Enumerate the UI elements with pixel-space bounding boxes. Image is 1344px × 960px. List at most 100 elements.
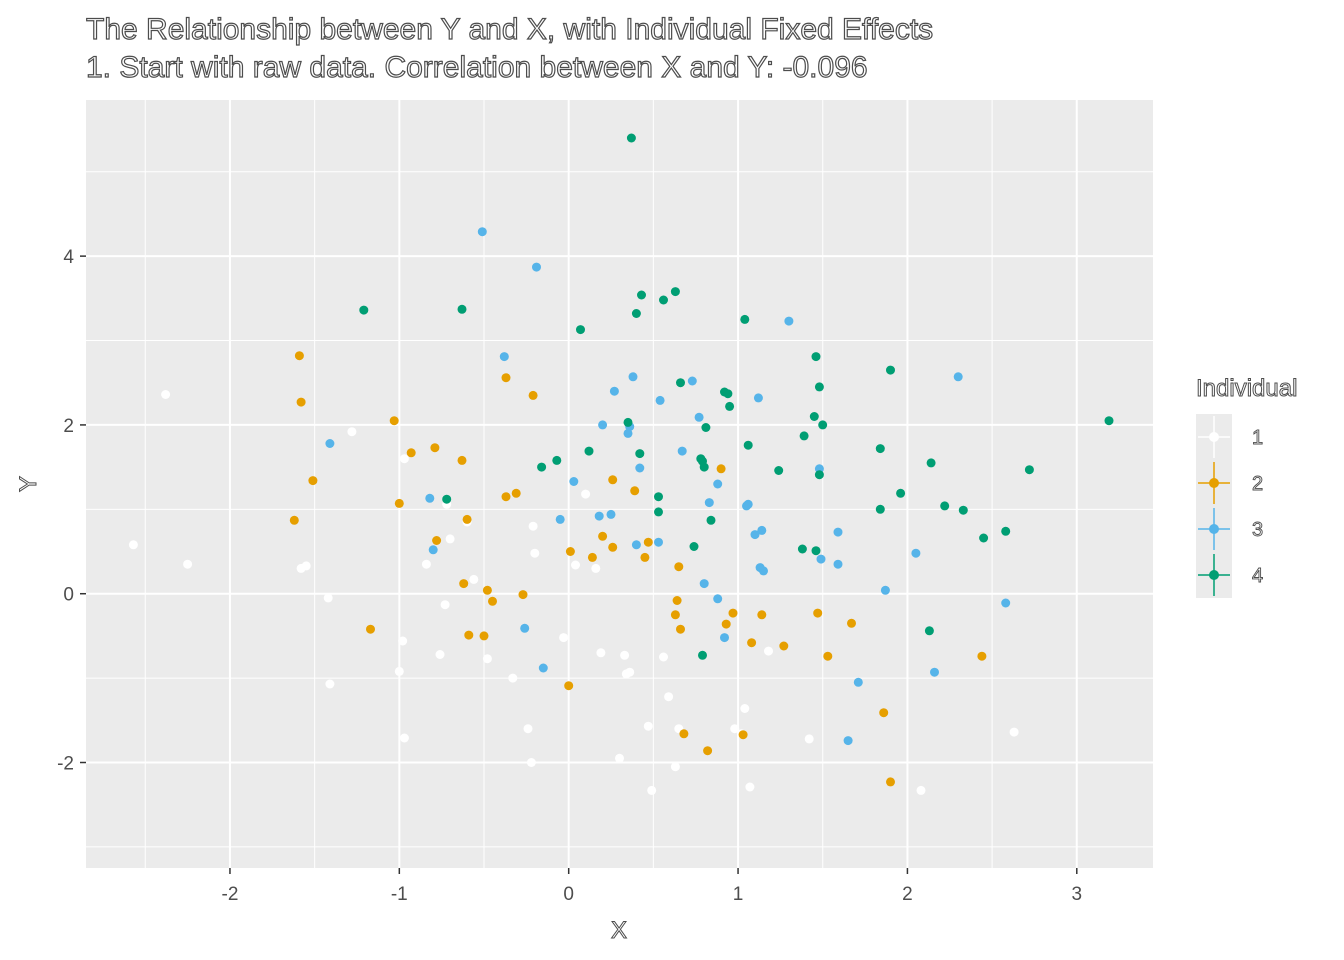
data-point-series-2 (703, 746, 713, 756)
data-point-series-2 (394, 498, 404, 508)
data-point-series-2 (432, 536, 442, 545)
x-tick-label: -1 (391, 884, 408, 905)
data-point-series-4 (723, 389, 733, 399)
data-point-series-3 (631, 540, 641, 550)
data-point-series-1 (445, 534, 455, 544)
data-point-series-1 (620, 650, 630, 660)
data-point-series-3 (720, 633, 729, 643)
data-point-series-2 (308, 476, 318, 486)
data-point-series-1 (664, 692, 674, 702)
legend-key-point (1209, 524, 1219, 534)
data-point-series-2 (564, 681, 574, 691)
data-point-series-1 (161, 390, 171, 399)
data-point-series-4 (637, 290, 646, 300)
data-point-series-1 (526, 758, 536, 767)
data-point-series-3 (687, 376, 697, 386)
data-point-series-4 (699, 462, 709, 472)
data-point-series-2 (676, 624, 685, 634)
data-point-series-2 (643, 537, 653, 547)
data-point-series-1 (804, 734, 814, 744)
data-point-series-2 (598, 531, 608, 541)
data-point-series-2 (389, 416, 399, 426)
data-point-series-2 (672, 596, 682, 605)
data-point-series-1 (559, 633, 569, 643)
data-point-series-1 (764, 646, 773, 656)
legend-label: 4 (1252, 565, 1263, 587)
data-point-series-2 (565, 547, 575, 556)
axes: -2 -1 0 1 2 3 -2 0 2 4 (57, 247, 1082, 905)
data-point-series-1 (916, 785, 926, 795)
data-point-series-1 (1009, 727, 1019, 737)
data-point-series-4 (654, 492, 663, 502)
data-point-series-2 (459, 579, 469, 589)
x-tick-label: 1 (733, 884, 744, 905)
data-point-series-2 (294, 351, 304, 361)
data-point-series-4 (809, 412, 819, 421)
data-point-series-3 (757, 525, 767, 535)
data-point-series-2 (716, 464, 726, 474)
data-point-series-4 (635, 449, 645, 459)
legend-key-point (1209, 432, 1219, 442)
data-point-series-3 (538, 663, 548, 673)
data-point-series-3 (911, 548, 921, 558)
data-point-series-4 (818, 420, 828, 430)
data-point-series-1 (659, 652, 668, 662)
data-point-series-1 (528, 521, 538, 531)
data-point-series-2 (640, 552, 650, 562)
data-point-series-3 (759, 566, 768, 576)
legend-label: 3 (1252, 519, 1263, 541)
y-tick-label: -2 (57, 754, 74, 775)
data-point-series-4 (875, 504, 885, 514)
data-point-series-3 (635, 463, 645, 473)
data-point-series-4 (799, 431, 809, 441)
data-point-series-1 (523, 724, 533, 734)
y-tick-label: 0 (63, 585, 74, 606)
data-point-series-2 (501, 373, 511, 383)
data-point-series-2 (296, 397, 306, 407)
data-point-series-1 (530, 548, 540, 558)
data-point-series-4 (740, 314, 750, 324)
data-point-series-1 (435, 650, 445, 659)
data-point-series-3 (555, 514, 565, 524)
data-point-series-1 (394, 666, 404, 676)
data-point-series-3 (325, 439, 335, 448)
data-point-series-4 (725, 401, 735, 411)
data-point-series-3 (743, 499, 753, 509)
data-point-series-4 (670, 287, 680, 297)
data-point-series-3 (833, 527, 843, 537)
x-tick-label: 3 (1071, 884, 1082, 905)
grid-lines (86, 100, 1153, 868)
data-point-series-2 (518, 590, 528, 600)
data-point-series-2 (879, 708, 889, 718)
data-point-series-1 (740, 704, 750, 713)
data-point-series-3 (655, 395, 665, 405)
data-point-series-4 (875, 444, 885, 454)
data-point-series-1 (399, 733, 409, 743)
y-axis-title: Y (15, 476, 42, 492)
data-point-series-4 (886, 365, 895, 375)
data-point-series-1 (323, 593, 333, 603)
data-point-series-4 (814, 470, 824, 480)
data-point-series-1 (596, 648, 606, 658)
y-tick-label: 4 (63, 247, 74, 268)
data-point-series-3 (816, 554, 826, 564)
data-point-series-2 (464, 630, 474, 640)
data-point-series-4 (743, 440, 753, 450)
data-point-series-3 (753, 393, 763, 403)
data-point-series-3 (654, 537, 663, 547)
data-point-series-2 (608, 475, 618, 485)
data-point-series-4 (814, 382, 824, 392)
data-point-series-1 (128, 540, 138, 550)
data-point-series-1 (591, 563, 601, 573)
data-point-series-4 (584, 446, 594, 456)
data-point-series-2 (587, 552, 597, 562)
data-point-series-3 (594, 511, 604, 521)
legend-key-point (1209, 478, 1219, 488)
data-point-series-4 (701, 423, 711, 432)
data-point-series-2 (738, 730, 748, 740)
data-point-series-3 (1001, 598, 1011, 608)
data-point-series-3 (750, 530, 760, 540)
data-point-series-4 (659, 295, 668, 305)
legend-title: Individual (1196, 375, 1297, 402)
